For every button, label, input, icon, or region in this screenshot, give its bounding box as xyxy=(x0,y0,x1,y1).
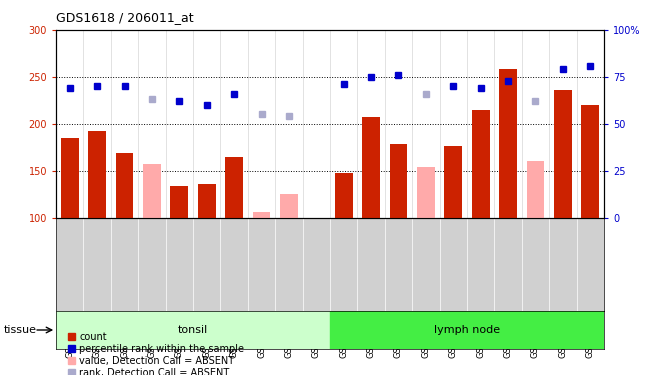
Bar xyxy=(389,144,407,218)
Bar xyxy=(335,172,352,217)
Text: GDS1618 / 206011_at: GDS1618 / 206011_at xyxy=(56,11,194,24)
Bar xyxy=(88,131,106,218)
Bar xyxy=(253,212,271,217)
Bar xyxy=(362,117,380,218)
Bar xyxy=(554,90,572,218)
Text: tissue: tissue xyxy=(3,325,36,335)
Text: tonsil: tonsil xyxy=(178,325,208,335)
Bar xyxy=(581,105,599,218)
Bar xyxy=(330,311,604,349)
Legend: count, percentile rank within the sample, value, Detection Call = ABSENT, rank, : count, percentile rank within the sample… xyxy=(67,332,244,375)
Text: lymph node: lymph node xyxy=(434,325,500,335)
Bar xyxy=(444,146,462,218)
Bar xyxy=(170,186,188,218)
Bar xyxy=(225,157,243,218)
Bar xyxy=(417,167,435,218)
Bar xyxy=(115,153,133,218)
Bar xyxy=(472,110,490,218)
Bar xyxy=(280,194,298,217)
Bar xyxy=(143,164,161,218)
Bar xyxy=(499,69,517,218)
Bar xyxy=(527,161,544,218)
Bar xyxy=(198,184,216,218)
Bar xyxy=(61,138,79,218)
Bar xyxy=(56,311,330,349)
